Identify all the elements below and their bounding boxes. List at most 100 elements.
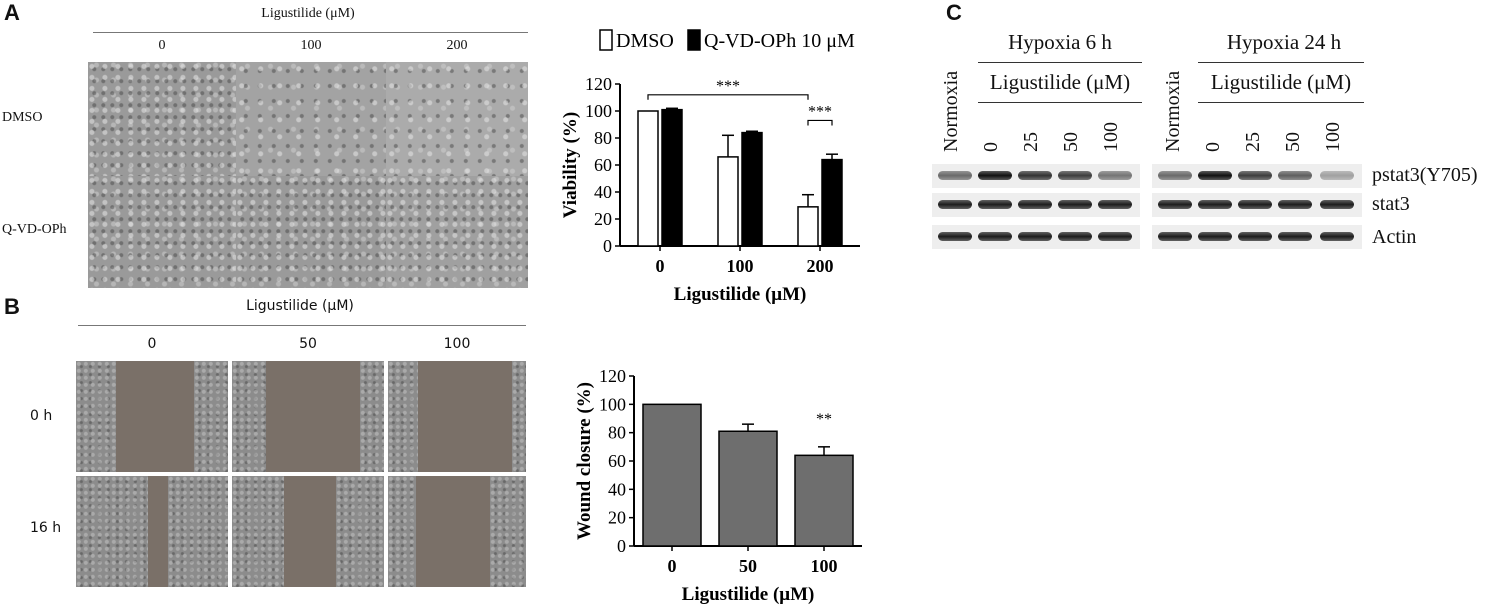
stat3-band — [1238, 200, 1272, 209]
micrograph-dmso-100 — [236, 62, 386, 176]
panel-b-row-16h: 16 h — [30, 520, 62, 536]
blot-lane-g2-25: 25 — [1242, 132, 1264, 152]
blot-lane-normoxia-1: Normoxia — [940, 70, 962, 152]
y-tick-label: 20 — [594, 209, 612, 229]
actin-band — [1098, 232, 1132, 241]
pstat3-band — [1018, 171, 1052, 180]
y-tick-label: 60 — [608, 451, 626, 471]
pstat3-band — [1198, 171, 1232, 180]
bar — [718, 430, 778, 547]
significance-marker: ** — [816, 411, 832, 428]
bar — [717, 156, 739, 247]
x-tick-label: 0 — [656, 256, 665, 276]
panel-label-c: C — [946, 0, 962, 25]
y-tick-label: 40 — [594, 182, 612, 202]
micrograph-qvd-100 — [236, 176, 386, 288]
blot-lane-g2-50: 50 — [1282, 132, 1304, 152]
pstat3-band — [1098, 171, 1132, 180]
panel-a-col-0: 0 — [158, 38, 166, 53]
blot-group2-rule — [1198, 62, 1364, 63]
bar — [821, 158, 843, 247]
pstat3-band — [1238, 171, 1272, 180]
actin-band — [1320, 232, 1354, 241]
panel-b-header: Ligustilide (μM) — [246, 298, 354, 314]
x-tick-label: 100 — [811, 556, 838, 576]
actin-band — [1018, 232, 1052, 241]
blot-group1-title: Hypoxia 6 h — [1008, 30, 1112, 54]
bar — [794, 454, 854, 547]
y-tick-label: 0 — [617, 536, 626, 556]
legend-swatch-dmso — [599, 29, 613, 51]
blot-group1-sublabel: Ligustilide (μM) — [989, 70, 1131, 94]
blot-lane-normoxia-2: Normoxia — [1162, 70, 1184, 152]
y-tick-label: 80 — [608, 423, 626, 443]
stat3-band — [1098, 200, 1132, 209]
pstat3-band — [938, 171, 972, 180]
panel-a-col-1: 100 — [300, 38, 322, 53]
micrograph-dmso-200 — [386, 62, 528, 176]
panel-b-col-1: 50 — [299, 336, 317, 352]
x-tick-label: 200 — [807, 256, 834, 276]
blot-lane-g1-0: 0 — [980, 142, 1002, 152]
pstat3-band — [1320, 171, 1354, 180]
wound-image-100-16h — [388, 476, 526, 587]
actin-band — [1158, 232, 1192, 241]
pstat3-band — [1158, 171, 1192, 180]
actin-band — [938, 232, 972, 241]
x-axis-label: Ligustilide (μM) — [674, 284, 807, 305]
legend-swatch-qvd — [687, 29, 701, 51]
x-tick-label: 0 — [668, 556, 677, 576]
micrograph-dmso-0 — [88, 62, 236, 176]
y-tick-label: 100 — [599, 394, 626, 414]
y-tick-label: 80 — [594, 128, 612, 148]
panel-b-header-rule — [78, 325, 526, 326]
bar — [741, 131, 763, 247]
wound-image-50-0h — [232, 361, 384, 472]
stat3-band — [1018, 200, 1052, 209]
pstat3-band — [978, 171, 1012, 180]
blot-group1-rule — [978, 62, 1142, 63]
pstat3-band — [1058, 171, 1092, 180]
blot-lane-g2-100: 100 — [1322, 122, 1344, 152]
actin-band — [1278, 232, 1312, 241]
legend-label-dmso: DMSO — [616, 30, 674, 52]
wound-image-0-0h — [76, 361, 228, 472]
stat3-band — [1278, 200, 1312, 209]
y-tick-label: 0 — [603, 236, 612, 256]
bar — [637, 110, 659, 247]
actin-band — [1238, 232, 1272, 241]
wound-image-0-16h — [76, 476, 228, 587]
bar — [661, 108, 683, 247]
wound-image-100-0h — [388, 361, 526, 472]
x-axis-label: Ligustilide (μM) — [682, 584, 815, 605]
panel-label-b: B — [4, 294, 20, 319]
blot-lane-g1-25: 25 — [1020, 132, 1042, 152]
y-tick-label: 60 — [594, 155, 612, 175]
blot-lane-g1-50: 50 — [1060, 132, 1082, 152]
stat3-band — [938, 200, 972, 209]
wound-image-50-16h — [232, 476, 384, 587]
bar — [642, 403, 702, 547]
y-axis-label: Viability (%) — [560, 112, 581, 218]
x-tick-label: 50 — [739, 556, 757, 576]
wound-closure-chart: 0 20 40 60 80 100 120 0 50 100 Ligustilide (μM) Wou… — [574, 366, 862, 605]
panel-a-row-dmso: DMSO — [2, 110, 43, 125]
significance-marker: *** — [808, 103, 832, 120]
y-tick-label: 120 — [585, 74, 612, 94]
actin-band — [1198, 232, 1232, 241]
panel-b-row-0h: 0 h — [30, 408, 53, 424]
stat3-band — [978, 200, 1012, 209]
panel-a-row-qvd: Q-VD-OPh — [2, 222, 67, 237]
legend-label-qvd: Q-VD-OPh 10 μM — [704, 30, 855, 52]
x-tick-label: 100 — [727, 256, 754, 276]
blot-group2-subrule — [1198, 102, 1364, 103]
micrograph-qvd-0 — [88, 176, 236, 288]
pstat3-band — [1278, 171, 1312, 180]
stat3-band — [1058, 200, 1092, 209]
blot-group2-sublabel: Ligustilide (μM) — [1210, 70, 1352, 94]
blot-lane-g1-100: 100 — [1100, 122, 1122, 152]
panel-b-col-2: 100 — [443, 336, 471, 352]
actin-band — [978, 232, 1012, 241]
blot-label-stat3: stat3 — [1372, 193, 1410, 215]
